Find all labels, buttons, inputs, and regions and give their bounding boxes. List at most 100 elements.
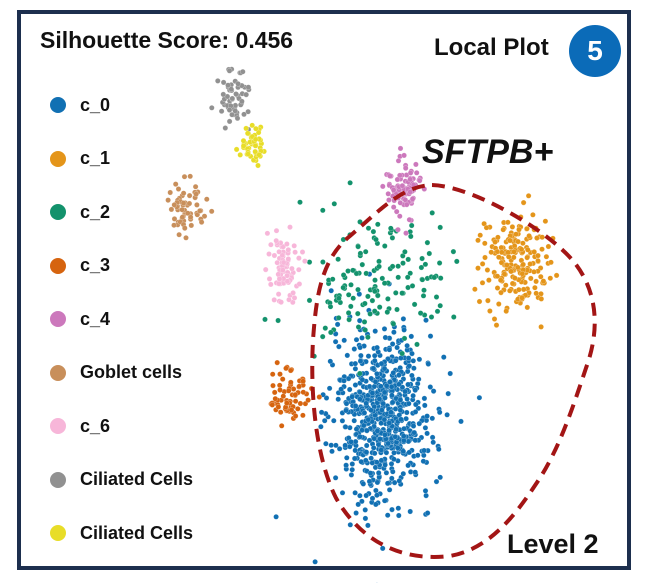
scatter-point — [284, 241, 290, 247]
scatter-point — [539, 234, 546, 240]
scatter-point — [353, 336, 360, 343]
scatter-point — [187, 214, 194, 220]
scatter-point — [535, 257, 541, 264]
scatter-point — [352, 447, 359, 454]
scatter-point — [424, 413, 430, 419]
scatter-point — [383, 382, 390, 389]
scatter-point — [276, 248, 282, 255]
scatter-point — [509, 280, 516, 287]
scatter-point — [269, 371, 276, 378]
scatter-point — [407, 270, 414, 277]
scatter-point — [404, 274, 411, 281]
scatter-point — [214, 78, 221, 84]
scatter-point — [186, 200, 193, 207]
scatter-point — [372, 328, 379, 334]
scatter-point — [269, 402, 276, 408]
scatter-point — [401, 327, 407, 333]
scatter-point — [508, 268, 514, 275]
scatter-point — [374, 344, 380, 351]
scatter-point — [273, 237, 280, 244]
scatter-point — [355, 324, 362, 330]
scatter-point — [447, 370, 454, 377]
scatter-point — [520, 261, 527, 268]
scatter-point — [371, 288, 378, 295]
scatter-point — [483, 224, 490, 231]
scatter-point — [375, 441, 382, 448]
scatter-point — [340, 272, 347, 278]
scatter-point — [340, 284, 347, 291]
scatter-point — [413, 169, 420, 176]
scatter-point — [289, 265, 295, 272]
scatter-point — [192, 183, 199, 190]
scatter-point — [277, 371, 283, 377]
scatter-point — [365, 293, 371, 300]
scatter-point — [394, 344, 400, 351]
legend-label: c_1 — [80, 148, 111, 168]
scatter-point — [240, 137, 247, 144]
scatter-point — [400, 448, 407, 455]
scatter-point — [484, 267, 491, 273]
scatter-point — [357, 344, 363, 351]
scatter-point — [194, 202, 200, 208]
scatter-point — [381, 243, 388, 249]
scatter-point — [538, 324, 544, 330]
scatter-point — [512, 275, 518, 281]
scatter-point — [292, 391, 299, 398]
scatter-point — [501, 271, 508, 278]
scatter-point — [316, 394, 323, 400]
scatter-point — [186, 192, 193, 199]
scatter-point — [276, 276, 283, 282]
scatter-point — [361, 319, 368, 325]
scatter-point — [292, 398, 299, 405]
scatter-point — [378, 420, 384, 427]
scatter-point — [384, 512, 391, 519]
scatter-point — [348, 281, 354, 288]
scatter-point — [290, 290, 296, 296]
scatter-point — [497, 277, 504, 284]
scatter-point — [406, 449, 413, 456]
scatter-point — [421, 402, 428, 409]
scatter-point — [326, 385, 333, 392]
scatter-point — [347, 303, 354, 310]
scatter-point — [352, 360, 359, 367]
scatter-point — [387, 379, 393, 385]
scatter-point — [345, 291, 352, 298]
scatter-point — [233, 146, 240, 153]
scatter-point — [495, 234, 501, 241]
scatter-point — [437, 302, 444, 309]
scatter-point — [515, 238, 521, 245]
scatter-point — [388, 475, 395, 482]
scatter-point — [389, 263, 396, 270]
scatter-point — [412, 409, 419, 415]
scatter-point — [390, 187, 397, 193]
scatter-point — [405, 462, 411, 469]
scatter-point — [412, 469, 419, 476]
legend-item: c_4 — [50, 306, 110, 332]
scatter-point — [345, 310, 352, 316]
scatter-point — [284, 278, 291, 285]
scatter-point — [320, 259, 326, 265]
scatter-point — [424, 430, 430, 437]
scatter-point — [370, 365, 377, 372]
scatter-point — [370, 228, 377, 235]
scatter-point — [425, 361, 432, 367]
scatter-point — [403, 230, 409, 236]
scatter-point — [245, 108, 251, 115]
scatter-point — [267, 281, 274, 288]
scatter-point — [436, 409, 443, 416]
scatter-point — [415, 376, 422, 383]
scatter-point — [336, 445, 343, 452]
scatter-point — [492, 239, 498, 245]
legend-label: Ciliated Cells — [80, 469, 194, 489]
scatter-point — [272, 395, 279, 402]
scatter-point — [343, 400, 350, 407]
scatter-point — [339, 417, 346, 424]
scatter-point — [288, 407, 295, 413]
scatter-point — [201, 213, 208, 219]
scatter-point — [402, 165, 409, 171]
scatter-point — [399, 350, 406, 357]
scatter-point — [397, 397, 404, 403]
scatter-point — [385, 190, 392, 197]
scatter-point — [359, 376, 366, 383]
scatter-point — [355, 501, 362, 508]
